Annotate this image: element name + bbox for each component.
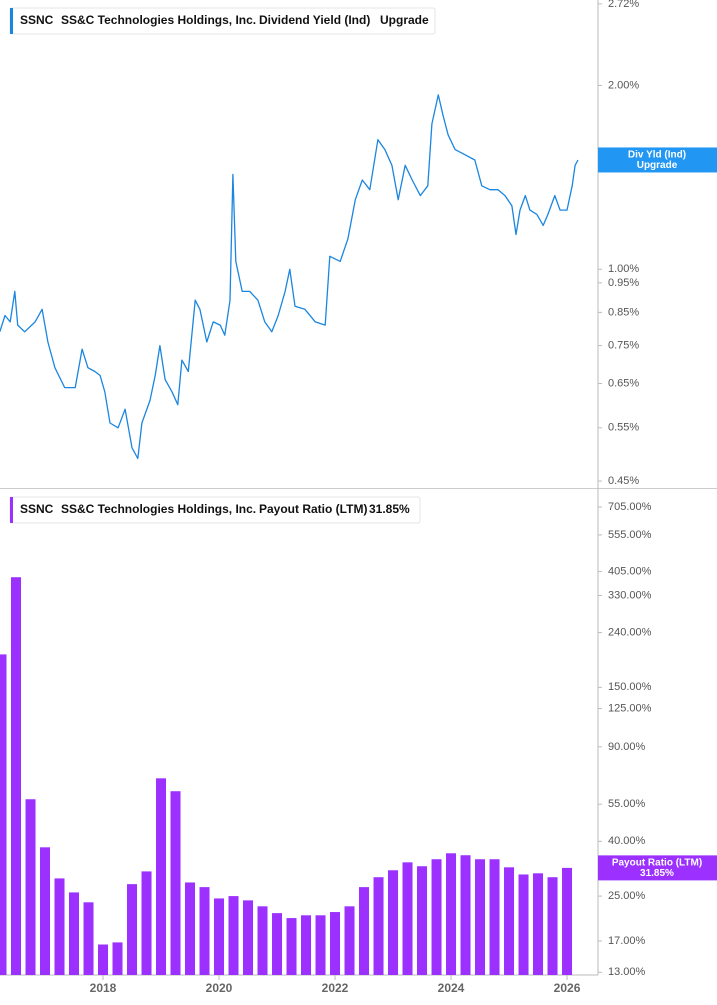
y-tick-label: 0.45% <box>608 475 639 487</box>
plot-area <box>0 577 573 975</box>
y-tick-label: 0.65% <box>608 377 639 389</box>
payout-bar <box>388 870 399 975</box>
x-tick-label: 2022 <box>322 981 349 995</box>
dividend-yield-line <box>0 94 579 460</box>
payout-bar <box>83 902 94 975</box>
y-tick-label: 405.00% <box>608 566 652 578</box>
payout-bar <box>286 918 297 975</box>
payout-bar <box>228 896 239 975</box>
value-tag-value: Upgrade <box>637 160 678 171</box>
payout-bar <box>330 912 341 975</box>
payout-bar <box>54 878 65 975</box>
y-tick-label: 0.95% <box>608 277 639 289</box>
y-tick-label: 13.00% <box>608 966 646 978</box>
payout-bar <box>0 654 7 975</box>
y-tick-label: 125.00% <box>608 702 652 714</box>
legend-text: SS&C Technologies Holdings, Inc. <box>61 13 256 27</box>
x-tick-label: 2026 <box>554 981 581 995</box>
payout-bar <box>344 906 355 975</box>
payout-bar <box>533 873 544 975</box>
legend-text: Dividend Yield (Ind) <box>259 13 370 27</box>
y-tick-label: 40.00% <box>608 835 646 847</box>
y-tick-label: 0.55% <box>608 422 639 434</box>
x-tick-label: 2018 <box>90 981 117 995</box>
y-tick-label: 17.00% <box>608 935 646 947</box>
value-tag <box>598 855 717 881</box>
payout-bar <box>112 942 123 975</box>
y-tick-label: 90.00% <box>608 741 646 753</box>
payout-bar <box>460 855 471 975</box>
payout-bar <box>98 944 109 975</box>
y-tick-label: 2.00% <box>608 79 639 91</box>
legend-text: SSNC <box>20 13 54 27</box>
payout-bar <box>170 791 181 975</box>
y-tick-label: 2.72% <box>608 0 639 10</box>
payout-bar <box>518 874 529 975</box>
payout-bar <box>199 887 210 975</box>
payout-bar <box>69 892 80 975</box>
payout-bar <box>417 866 428 975</box>
y-tick-label: 705.00% <box>608 501 652 513</box>
y-tick-label: 1.00% <box>608 263 639 275</box>
value-tag-value: 31.85% <box>640 868 674 879</box>
y-tick-label: 55.00% <box>608 798 646 810</box>
y-tick-label: 330.00% <box>608 589 652 601</box>
payout-bar <box>475 859 486 975</box>
y-tick-label: 555.00% <box>608 529 652 541</box>
legend-swatch <box>10 8 13 34</box>
y-tick-label: 0.85% <box>608 306 639 318</box>
y-tick-label: 150.00% <box>608 681 652 693</box>
value-tag-label: Payout Ratio (LTM) <box>612 858 702 869</box>
payout-bar <box>547 877 558 975</box>
payout-bar <box>504 867 515 975</box>
payout-bar <box>40 847 51 975</box>
payout-bar <box>489 859 500 975</box>
legend-text: SSNC <box>20 502 54 516</box>
legend-text: Upgrade <box>380 13 429 27</box>
payout-bar <box>446 853 457 975</box>
payout-bar <box>402 862 413 975</box>
payout-bar <box>25 799 36 975</box>
legend-text: SS&C Technologies Holdings, Inc. <box>61 502 256 516</box>
y-tick-label: 0.75% <box>608 339 639 351</box>
payout-bar <box>562 867 573 975</box>
legend-swatch <box>10 497 13 523</box>
payout-bar <box>156 778 167 975</box>
legend-text: 31.85% <box>369 502 410 516</box>
payout-bar <box>301 915 312 975</box>
payout-bar <box>257 906 268 975</box>
y-tick-label: 240.00% <box>608 626 652 638</box>
legend-text: Payout Ratio (LTM) <box>259 502 367 516</box>
payout-bar <box>243 900 254 975</box>
payout-bar <box>185 882 196 975</box>
value-tag <box>598 147 717 173</box>
x-tick-label: 2024 <box>438 981 465 995</box>
value-tag-label: Div Yld (Ind) <box>628 150 686 161</box>
payout-bar <box>272 913 283 975</box>
payout-bar <box>315 915 326 975</box>
payout-bar <box>359 887 370 975</box>
plot-area <box>0 94 579 460</box>
payout-bar <box>431 859 442 975</box>
x-tick-label: 2020 <box>206 981 233 995</box>
payout-bar <box>214 898 225 975</box>
payout-bar <box>373 877 384 975</box>
y-tick-label: 25.00% <box>608 890 646 902</box>
payout-bar <box>11 577 22 975</box>
payout-bar <box>127 884 138 975</box>
payout-bar <box>141 871 152 975</box>
